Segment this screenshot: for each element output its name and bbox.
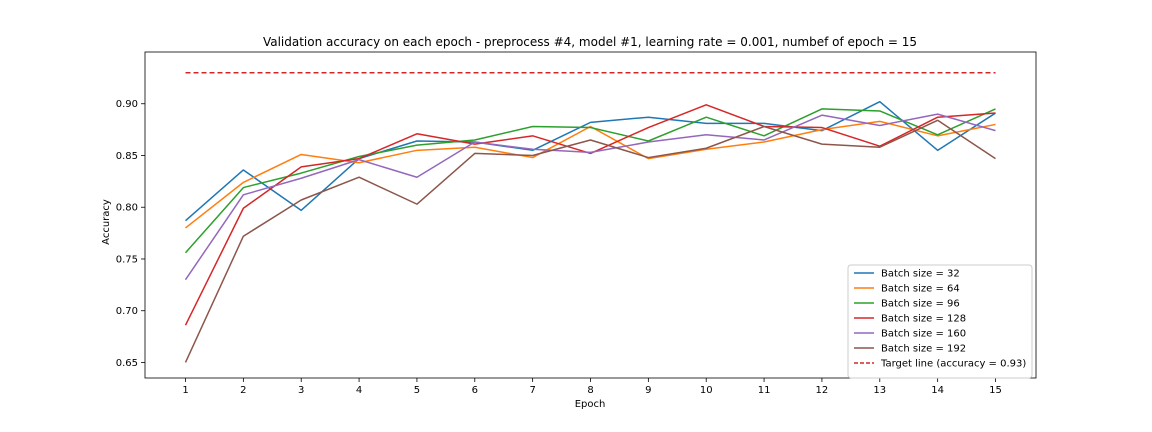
legend-label: Batch size = 64 <box>881 284 960 295</box>
x-tick-label: 11 <box>758 385 771 396</box>
x-tick-label: 7 <box>529 385 535 396</box>
x-tick-label: 12 <box>816 385 829 396</box>
x-tick-label: 1 <box>182 385 188 396</box>
y-tick-label: 0.75 <box>116 254 138 265</box>
legend-label: Batch size = 160 <box>881 329 966 340</box>
series-line-1 <box>185 100 996 222</box>
series-line-2 <box>185 120 996 229</box>
legend-label: Batch size = 128 <box>881 314 966 325</box>
series-line-3 <box>184 108 996 254</box>
plot-area <box>184 71 996 363</box>
x-tick-label: 15 <box>989 385 1002 396</box>
x-tick-label: 3 <box>298 385 304 396</box>
y-tick-label: 0.90 <box>116 99 138 110</box>
legend-label: Batch size = 96 <box>881 299 960 310</box>
y-tick-label: 0.80 <box>116 203 138 214</box>
y-axis-label: Accuracy <box>101 199 112 245</box>
legend-label: Batch size = 192 <box>881 344 966 355</box>
x-tick-label: 2 <box>240 385 246 396</box>
series-line-5 <box>184 113 996 281</box>
legend-label: Target line (accuracy = 0.93) <box>880 359 1026 370</box>
x-tick-label: 9 <box>645 385 651 396</box>
y-tick-label: 0.85 <box>116 151 138 162</box>
x-tick-label: 14 <box>931 385 944 396</box>
series-line-6 <box>184 119 996 363</box>
x-tick-label: 8 <box>587 385 593 396</box>
axes: 1 2 3 4 5 6 7 8 9 10 11 12 13 14 150.650.700.750.800.8… <box>116 51 1037 396</box>
x-tick-label: 5 <box>414 385 420 396</box>
legend-box <box>847 264 1033 379</box>
chart-title: Validation accuracy on each epoch - prep… <box>263 35 917 49</box>
y-tick-label: 0.70 <box>116 306 138 317</box>
x-tick-label: 6 <box>472 385 478 396</box>
legend-label: Batch size = 32 <box>881 269 960 280</box>
legend: Batch size = 32 Batch size = 64 Batch size… <box>847 264 1033 379</box>
x-tick-label: 4 <box>356 385 362 396</box>
y-tick-label: 0.65 <box>116 358 138 369</box>
x-tick-label: 13 <box>873 385 886 396</box>
series-line-4 <box>184 104 996 326</box>
x-tick-label: 10 <box>700 385 713 396</box>
x-axis-label: Epoch <box>575 399 606 410</box>
